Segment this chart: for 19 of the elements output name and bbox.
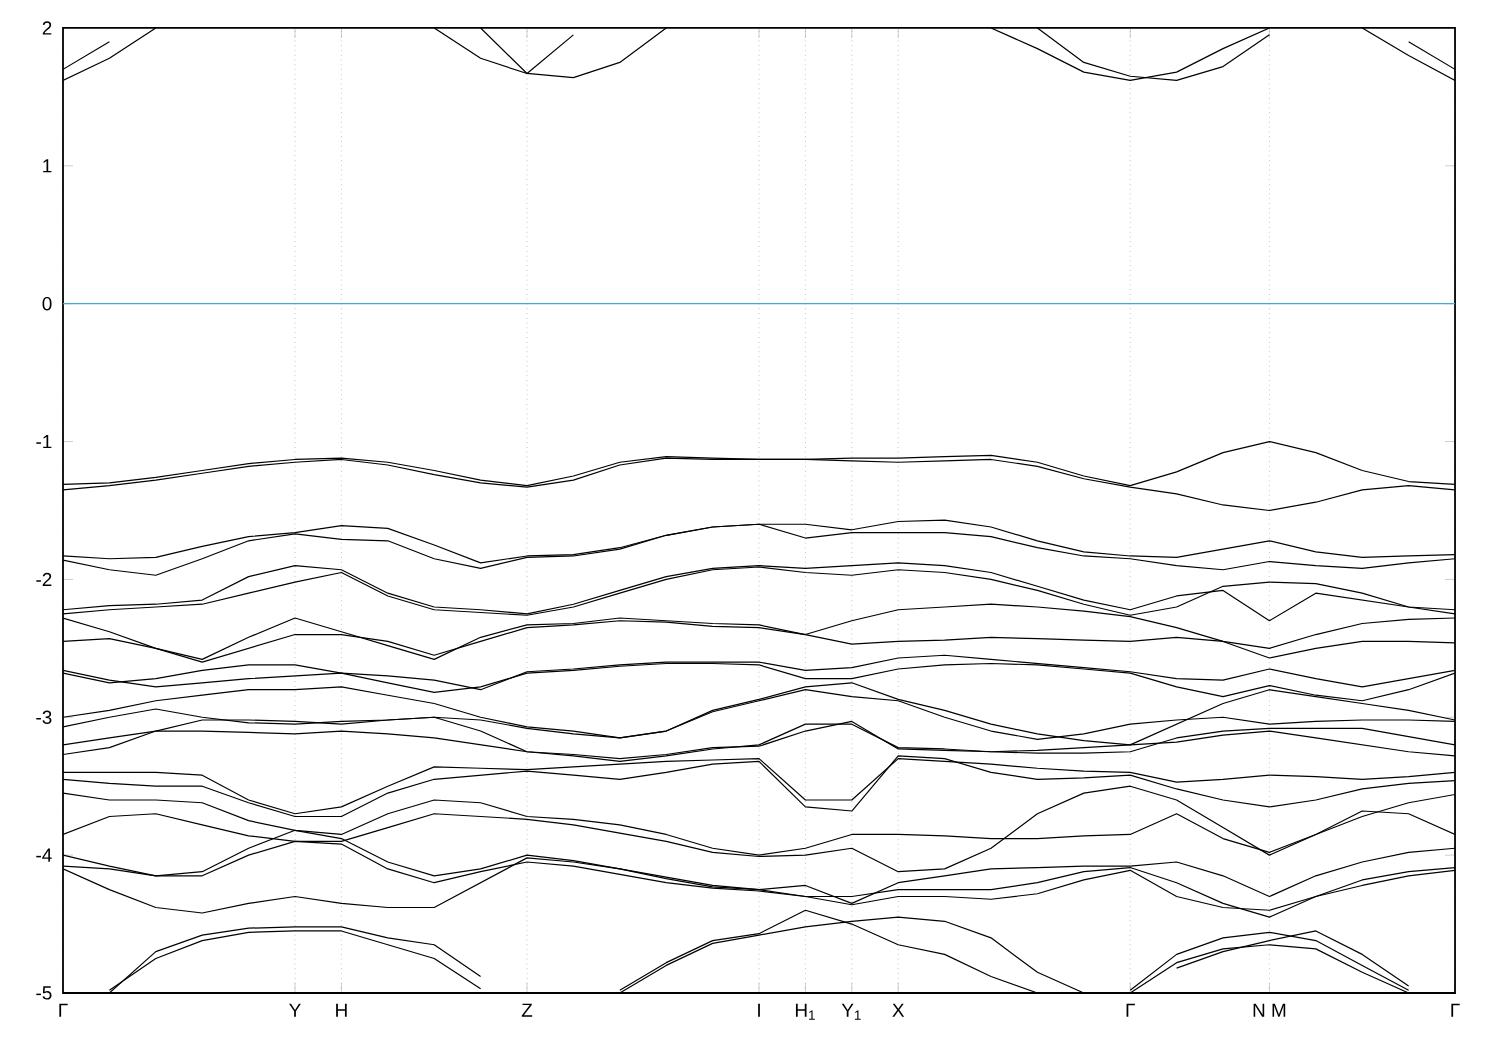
x-tick-label: Y$_{1}$ [841, 1003, 861, 1020]
y-tick-label: 2 [42, 21, 52, 35]
x-tick-label: Γ [59, 1003, 68, 1017]
x-tick-label: Y [289, 1003, 301, 1017]
y-tick-label: -1 [36, 435, 52, 449]
y-tick-label: -4 [36, 848, 52, 862]
y-tick-label: -3 [36, 710, 52, 724]
x-tick-label: Z [521, 1003, 533, 1017]
x-tick-label: H [336, 1003, 347, 1017]
x-tick-label: X [892, 1003, 905, 1017]
x-tick-label: H$_{1}$ [795, 1003, 815, 1020]
y-tick-label: -2 [36, 572, 52, 587]
y-tick-label: 1 [43, 159, 52, 173]
x-tick-label: I [758, 1003, 760, 1017]
x-tick-label: Γ [1126, 1003, 1135, 1017]
x-tick-label: N M [1253, 1003, 1286, 1017]
y-tick-label: 0 [42, 296, 52, 311]
x-tick-label: Γ [1451, 1003, 1460, 1017]
y-tick-label: -5 [36, 986, 52, 1000]
